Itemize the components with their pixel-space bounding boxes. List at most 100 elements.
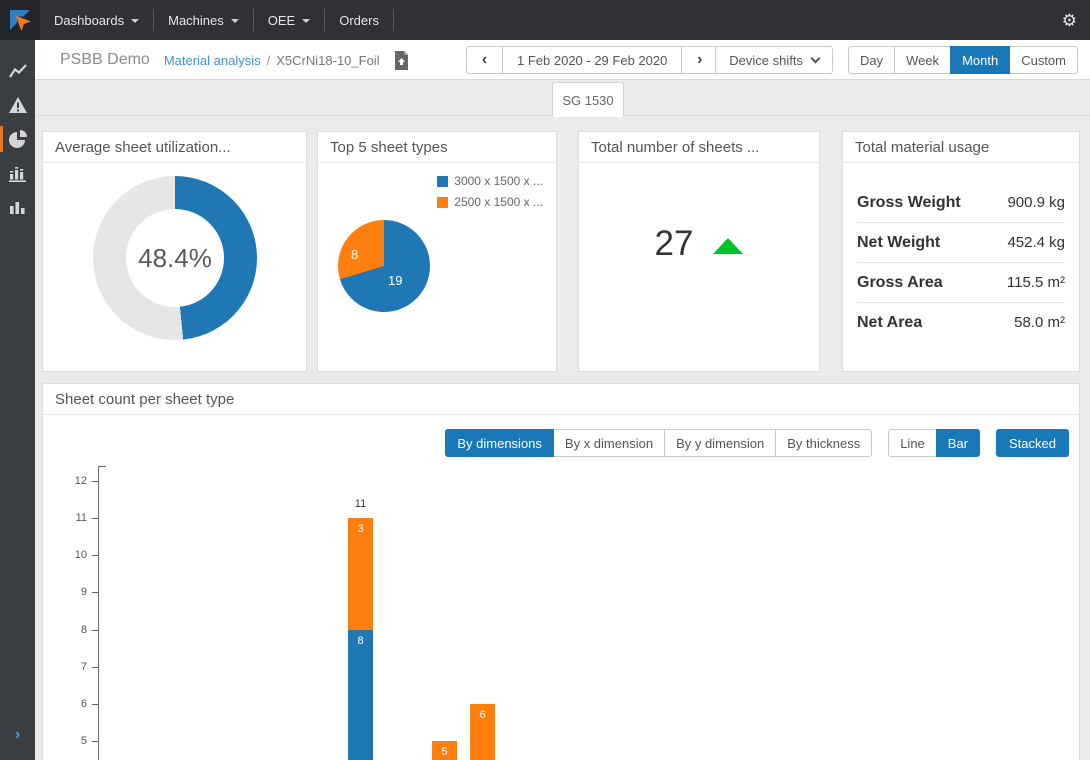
legend-item[interactable]: 3000 x 1500 x ... (437, 174, 543, 188)
sidebar-item-bar-chart[interactable] (0, 190, 35, 224)
material-usage-table: Gross Weight 900.9 kg Net Weight 452.4 k… (843, 163, 1079, 342)
file-export-icon (394, 50, 408, 70)
range-button-week[interactable]: Week (894, 46, 952, 74)
sheets-kpi: 27 (579, 224, 819, 264)
dimension-button-group: By dimensions By x dimension By y dimens… (445, 429, 873, 457)
breadcrumb-current: X5CrNi18-10_Foil (276, 52, 380, 68)
button-line[interactable]: Line (888, 429, 937, 457)
y-axis-tick-label: 11 (75, 512, 87, 525)
caret-down-icon (230, 19, 239, 23)
nav-separator (324, 9, 326, 31)
row-value: 115.5 m² (1006, 274, 1065, 291)
caret-down-icon (302, 19, 311, 23)
settings-gear-icon[interactable]: ⚙ (1061, 10, 1077, 30)
pie-chart-icon (8, 130, 27, 148)
row-label: Gross Weight (857, 194, 961, 211)
button-by-dimensions[interactable]: By dimensions (445, 429, 554, 457)
top-nav: Dashboards Machines OEE Orders ⚙ (0, 0, 1090, 40)
export-report-button[interactable] (394, 50, 409, 70)
tab-sg-1530[interactable]: SG 1530 (552, 82, 624, 117)
dashboard-title: PSBB Demo (60, 51, 150, 68)
breadcrumb-separator: / (266, 52, 271, 68)
nav-item-machines[interactable]: Machines (154, 0, 253, 40)
button-by-x-dimension[interactable]: By x dimension (552, 429, 666, 457)
button-stacked[interactable]: Stacked (996, 429, 1069, 457)
range-button-day[interactable]: Day (847, 46, 896, 74)
sidebar-item-pie-dashboard[interactable] (0, 122, 35, 156)
y-axis-line (98, 466, 99, 760)
range-button-group: Day Week Month Custom (847, 46, 1078, 74)
y-axis-tick-mark (92, 555, 98, 557)
bar-segment[interactable]: 8 (348, 629, 373, 760)
caret-down-icon (131, 19, 140, 23)
nav-separator (392, 9, 394, 31)
utilization-donut-chart[interactable]: 48.4% (93, 176, 257, 340)
card-title: Total material usage (843, 132, 1079, 163)
legend-label: 3000 x 1500 x ... (454, 174, 543, 188)
next-period-button[interactable]: › (681, 46, 719, 74)
sidebar-item-histogram[interactable] (0, 156, 35, 190)
sidebar-expand-chevron[interactable]: › (14, 726, 21, 743)
y-axis-tick-label: 5 (80, 734, 87, 747)
y-axis-tick-mark (92, 666, 98, 668)
breadcrumb: PSBB Demo Material analysis / X5CrNi18-1… (60, 40, 409, 80)
y-axis-tick-mark (92, 740, 98, 742)
bar-segment[interactable]: 6 (470, 703, 495, 760)
nav-item-label: OEE (267, 12, 296, 28)
nav-separator (153, 9, 155, 31)
pie-slice-value-orange: 8 (351, 247, 359, 262)
stacked-bar-chart[interactable]: 12 11 10 9 8 7 6 5 8 3 11 5 6 (43, 461, 1079, 760)
y-axis-tick-mark (92, 481, 98, 482)
legend-swatch-orange (437, 196, 449, 208)
card-total-number-of-sheets: Total number of sheets ... 27 (578, 131, 820, 372)
y-axis-tick-label: 8 (80, 623, 87, 636)
prev-period-button[interactable]: ‹ (466, 46, 503, 74)
legend-item[interactable]: 2500 x 1500 x ... (437, 195, 543, 209)
page-header: PSBB Demo Material analysis / X5CrNi18-1… (35, 40, 1090, 80)
machine-tab-strip: SG 1530 (35, 80, 1090, 117)
nav-item-label: Machines (168, 12, 224, 28)
sheet-types-pie-chart[interactable]: 19 8 (338, 220, 430, 312)
nav-item-orders[interactable]: Orders (325, 0, 393, 40)
sidebar-item-line-chart[interactable] (0, 54, 35, 88)
sidebar-item-alerts[interactable] (0, 88, 35, 122)
button-bar[interactable]: Bar (935, 429, 981, 457)
y-axis-tick-mark (92, 629, 98, 631)
chart-controls: By dimensions By x dimension By y dimens… (445, 429, 1069, 457)
range-button-custom[interactable]: Custom (1009, 46, 1078, 74)
histogram-icon (8, 167, 26, 182)
utilization-percentage: 48.4% (126, 209, 224, 307)
row-label: Gross Area (857, 274, 943, 291)
sheets-count-value: 27 (654, 224, 694, 263)
date-range-display[interactable]: 1 Feb 2020 - 29 Feb 2020 (502, 46, 683, 74)
legend-label: 2500 x 1500 x ... (454, 195, 543, 209)
bar-segment[interactable]: 3 (348, 518, 373, 630)
y-axis-tick-label: 10 (74, 549, 87, 562)
legend-swatch-blue (437, 175, 449, 187)
nav-item-label: Orders (339, 12, 379, 28)
bar-segment[interactable]: 5 (432, 740, 457, 760)
nav-item-dashboards[interactable]: Dashboards (40, 0, 153, 40)
button-by-thickness[interactable]: By thickness (775, 429, 873, 457)
device-shifts-dropdown[interactable]: Device shifts (715, 46, 833, 74)
row-value: 900.9 kg (1007, 194, 1065, 211)
card-title: Sheet count per sheet type (43, 384, 1079, 415)
y-axis-tick-mark (92, 592, 98, 594)
y-axis-tick-label: 7 (80, 660, 87, 673)
app-logo[interactable] (0, 0, 40, 40)
card-total-material-usage: Total material usage Gross Weight 900.9 … (842, 131, 1080, 372)
button-by-y-dimension[interactable]: By y dimension (664, 429, 777, 457)
pie-slice-value-blue: 19 (388, 273, 403, 288)
card-title: Top 5 sheet types (318, 132, 556, 163)
nav-item-oee[interactable]: OEE (254, 0, 324, 40)
line-chart-icon (8, 64, 27, 78)
nav-item-label: Dashboards (54, 12, 125, 28)
card-title: Average sheet utilization... (43, 132, 306, 163)
y-axis-cap (98, 466, 106, 467)
table-row: Net Area 58.0 m² (857, 303, 1065, 342)
y-axis-tick-label: 12 (74, 475, 87, 487)
y-axis-tick-label: 9 (80, 586, 87, 599)
bar-segment-value: 5 (441, 745, 448, 758)
range-button-month[interactable]: Month (950, 46, 1011, 74)
breadcrumb-link[interactable]: Material analysis (163, 52, 261, 68)
